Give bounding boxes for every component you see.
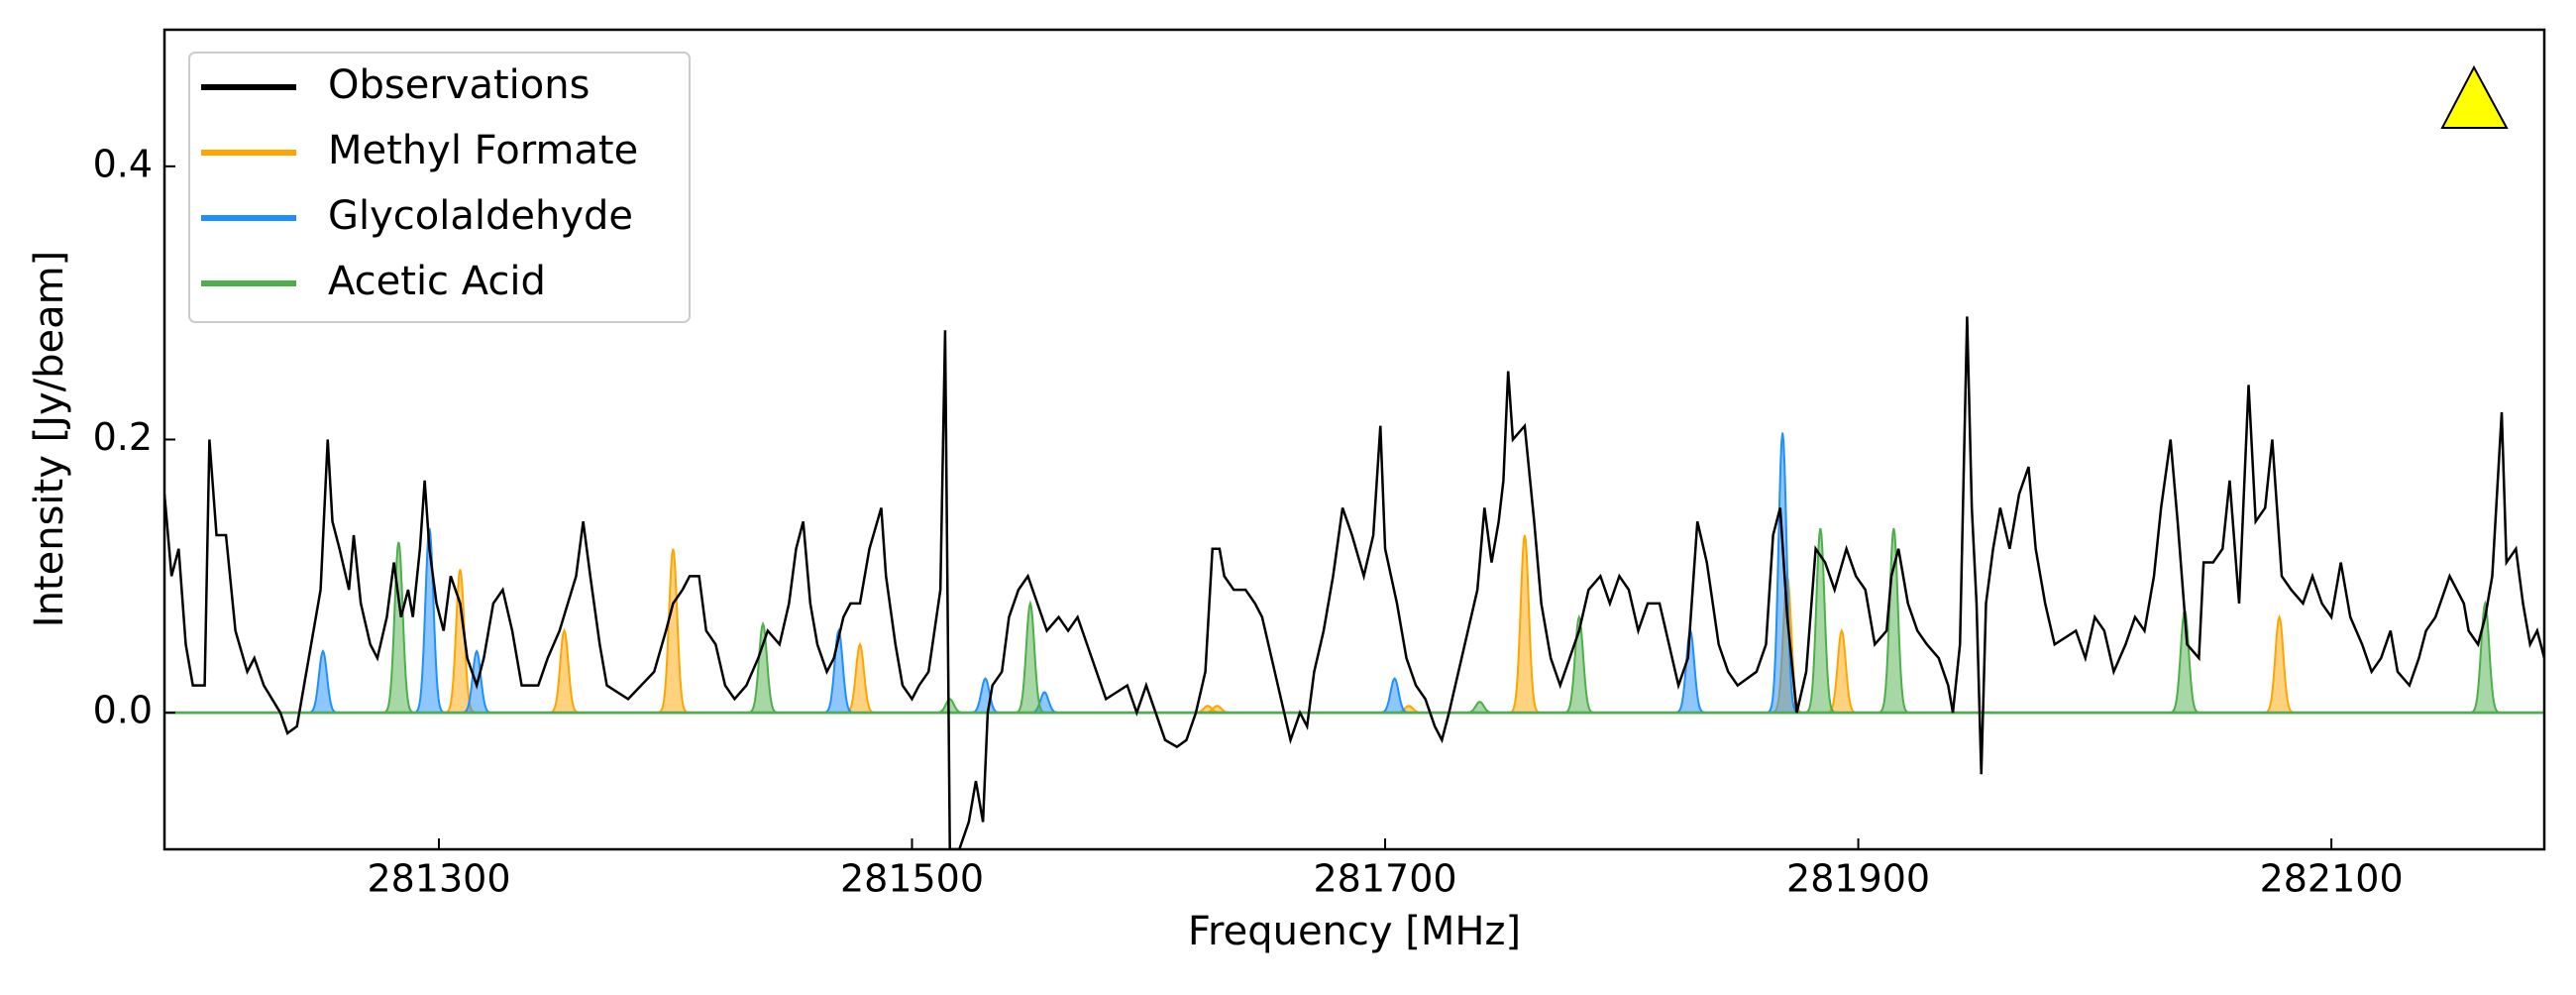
x-tick-label: 282100 bbox=[2260, 857, 2404, 901]
plot-area bbox=[164, 316, 2544, 849]
legend-label: Observations bbox=[328, 62, 590, 108]
model-peak bbox=[306, 649, 340, 715]
model-peak bbox=[1766, 432, 1799, 715]
model-peak bbox=[1463, 701, 1496, 715]
y-axis-label: Intensity [Jy/beam] bbox=[27, 251, 72, 627]
y-tick-label: 0.0 bbox=[93, 689, 153, 732]
model-peak bbox=[2469, 600, 2502, 715]
x-tick-label: 281300 bbox=[367, 857, 510, 901]
model-peak bbox=[2263, 613, 2296, 715]
legend-label: Glycolaldehyde bbox=[328, 193, 633, 239]
model-peak bbox=[969, 677, 1002, 715]
model-peak bbox=[1878, 527, 1910, 715]
y-tick-label: 0.4 bbox=[93, 142, 153, 185]
observed-spectrum bbox=[164, 316, 2544, 849]
legend-box bbox=[188, 52, 691, 323]
x-tick-label: 281700 bbox=[1314, 857, 1457, 901]
model-peak bbox=[382, 541, 415, 715]
x-tick-label: 281500 bbox=[840, 857, 984, 901]
marker-triangle bbox=[2440, 64, 2509, 129]
model-peak bbox=[413, 527, 446, 715]
legend: Observations Methyl Formate Glycolaldehyde… bbox=[188, 52, 691, 323]
model-peak bbox=[1508, 534, 1542, 715]
model-peak bbox=[548, 627, 581, 715]
model-peak bbox=[843, 641, 877, 715]
model-peak bbox=[746, 620, 780, 715]
model-peak bbox=[1804, 527, 1837, 715]
model-peak bbox=[1673, 627, 1707, 715]
model-series bbox=[164, 527, 2544, 715]
model-peak bbox=[933, 698, 966, 715]
legend-label: Methyl Formate bbox=[328, 128, 638, 173]
x-tick-label: 281900 bbox=[1786, 857, 1930, 901]
y-tick-label: 0.2 bbox=[93, 415, 153, 459]
model-peak bbox=[657, 548, 690, 715]
legend-label: Acetic Acid bbox=[328, 259, 546, 304]
model-peak bbox=[1562, 613, 1596, 715]
x-axis-label: Frequency [MHz] bbox=[1188, 909, 1521, 954]
model-peak bbox=[1014, 600, 1047, 715]
